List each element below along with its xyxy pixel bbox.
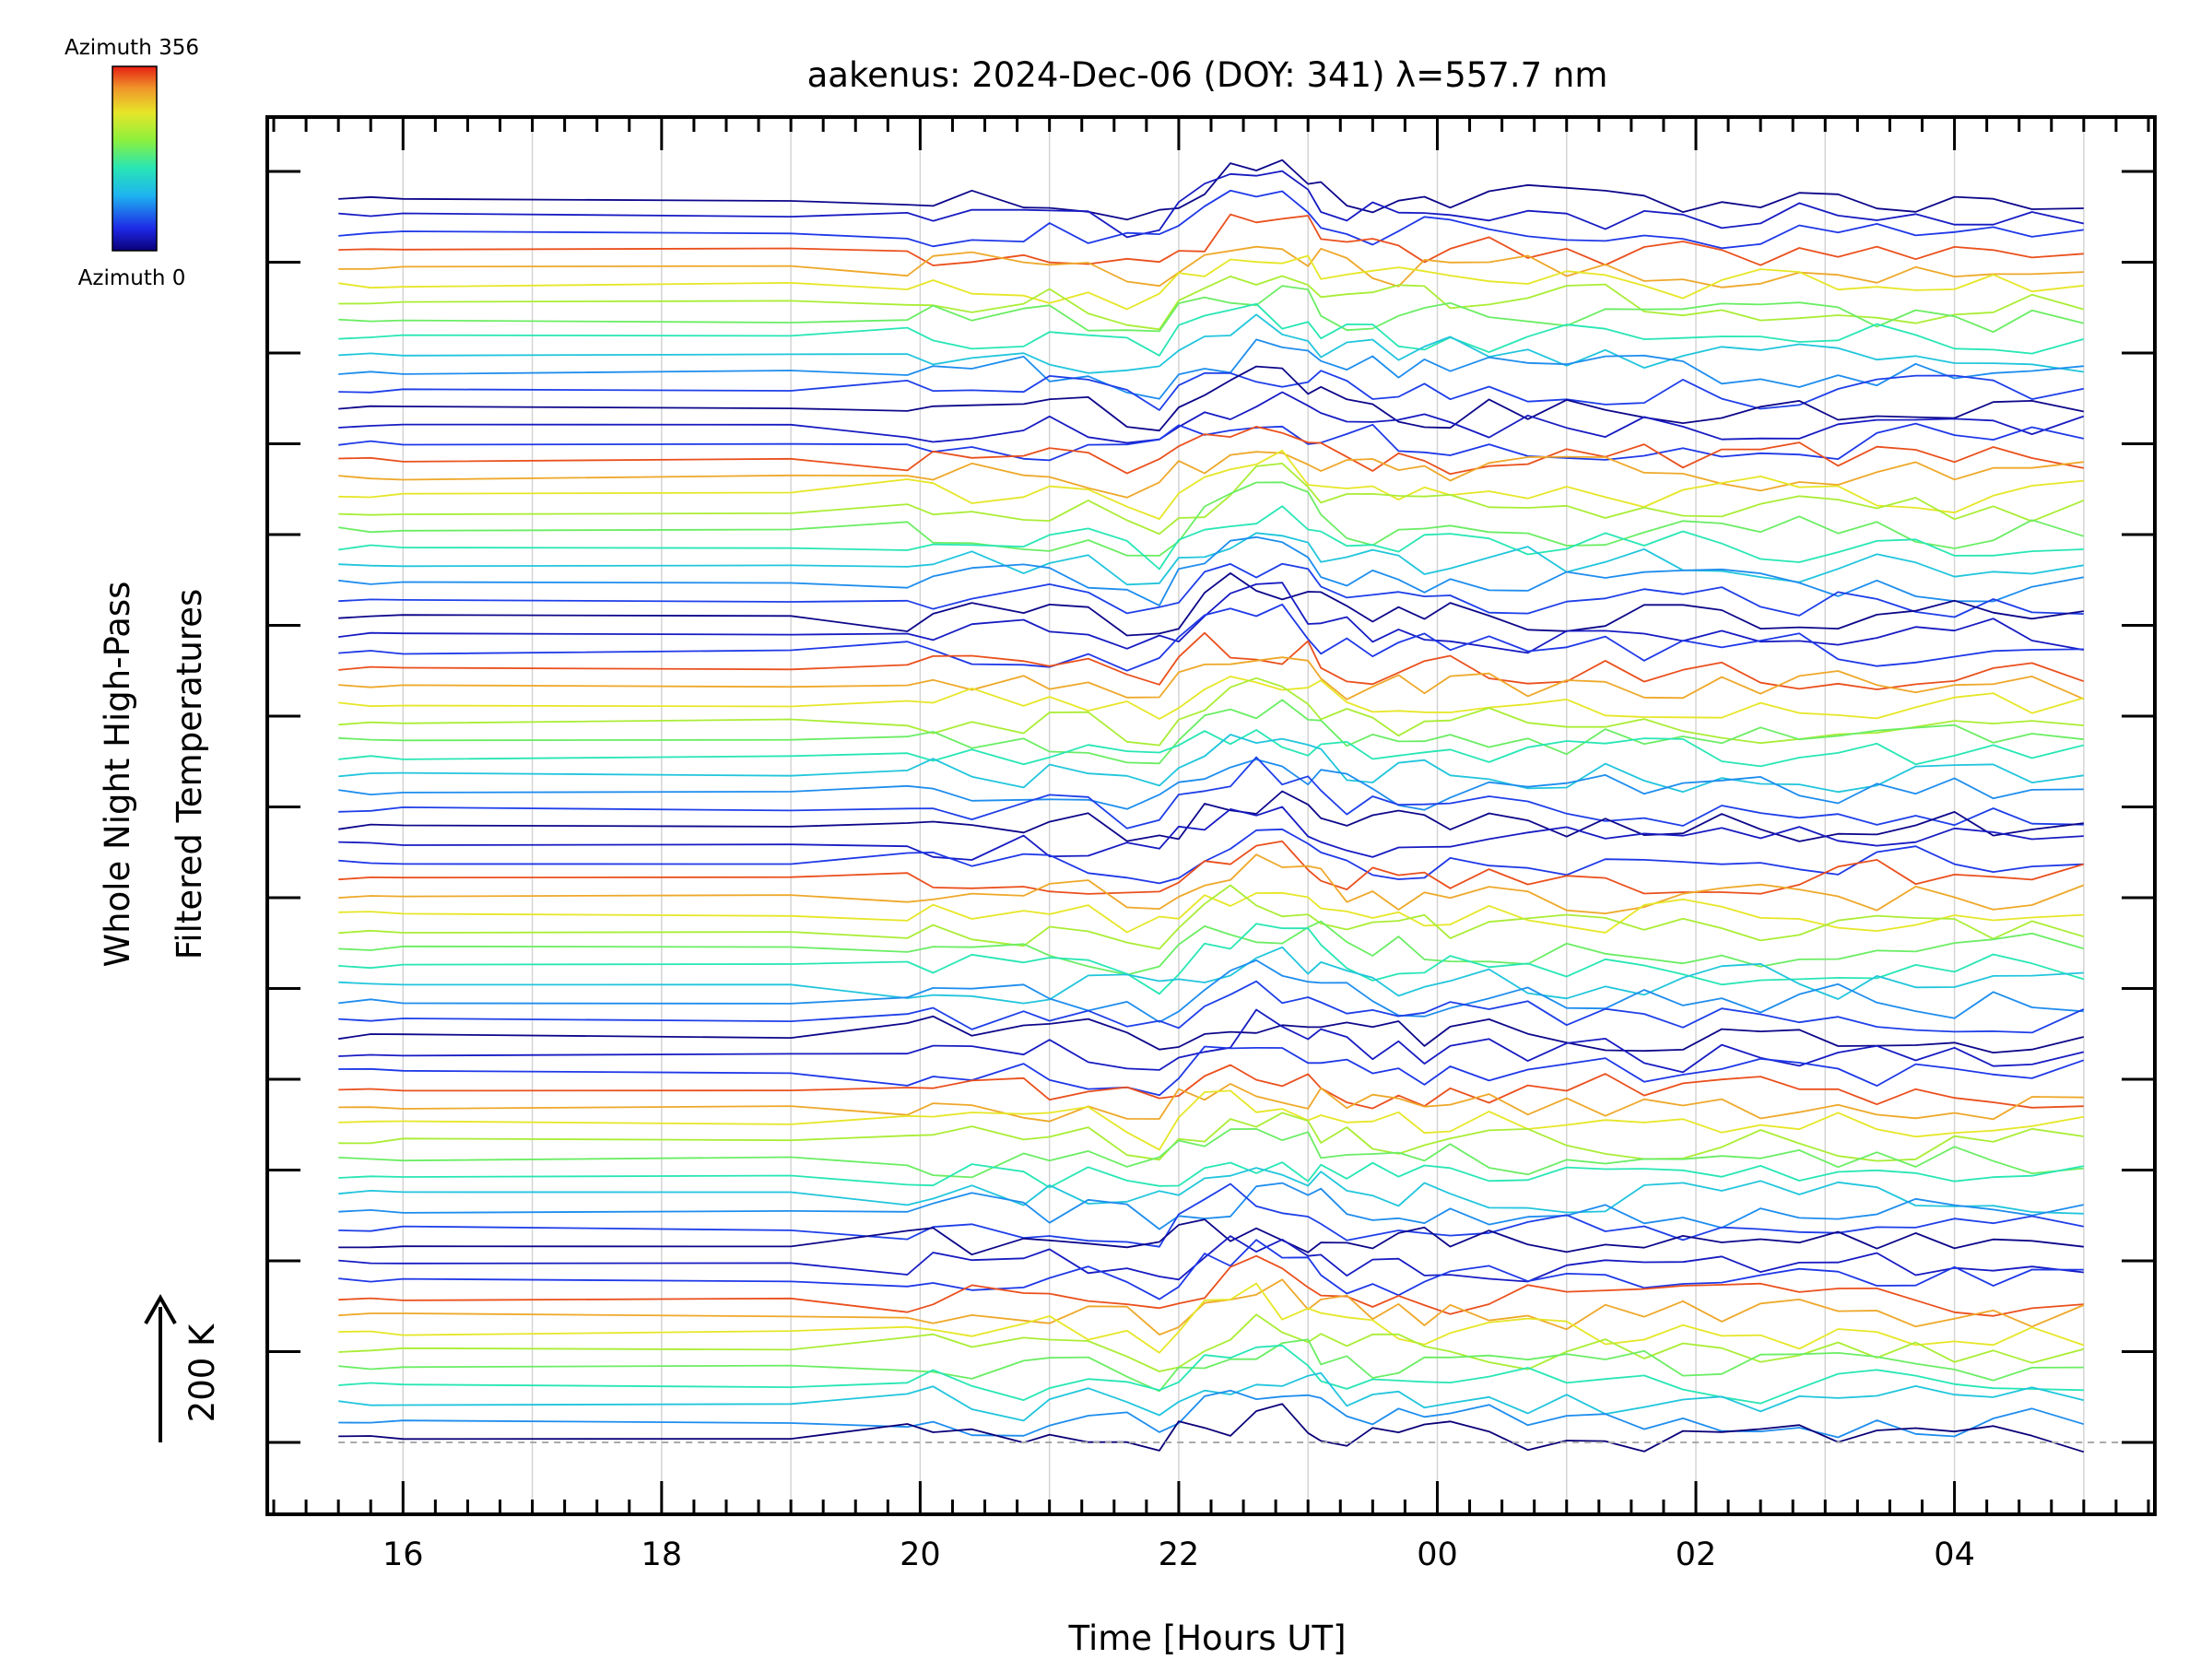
series-line: [338, 1015, 2085, 1053]
series-line: [338, 603, 2084, 672]
series-line: [338, 631, 2085, 690]
scale-indicator: 200 K: [144, 1293, 222, 1442]
x-tick-label: 22: [1159, 1536, 1200, 1573]
series-line: [338, 1254, 2084, 1317]
series-line: [338, 275, 2085, 331]
x-tick-label: 02: [1676, 1536, 1717, 1573]
series-line: [338, 1008, 2085, 1074]
series-line: [338, 1045, 2085, 1097]
series-line: [338, 1064, 2084, 1110]
series-line: [338, 159, 2084, 221]
series-line: [338, 1112, 2084, 1162]
x-tick-label: 20: [900, 1536, 941, 1573]
series-line: [338, 1338, 2084, 1393]
series-line: [338, 980, 2085, 1034]
series-line: [338, 699, 2084, 765]
series-line: [338, 1167, 2084, 1215]
series-line: [338, 656, 2085, 700]
series-line: [338, 1161, 2084, 1189]
series-line: [338, 884, 2085, 950]
series-line: [338, 759, 2084, 811]
series-line: [338, 1182, 2084, 1248]
series-line: [338, 891, 2084, 934]
series-line: [338, 449, 2084, 520]
y-axis-label-line2: Filtered Temperatures: [170, 589, 209, 959]
series-line: [338, 756, 2084, 830]
series-line: [338, 426, 2084, 476]
x-tick-labels: 16 18 20 22 00 02 04: [382, 1536, 1975, 1573]
temperature-traces: [338, 159, 2085, 1453]
colorbar-bottom-label: Azimuth 0: [78, 266, 186, 290]
series-line: [338, 582, 2084, 654]
series-line: [338, 959, 2084, 1023]
series-line: [338, 505, 2084, 571]
x-tick-label: 16: [382, 1536, 424, 1573]
x-axis-label: Time [Hours UT]: [1067, 1618, 1346, 1658]
series-line: [338, 170, 2084, 239]
series-line: [338, 254, 2084, 311]
series-line: [338, 1282, 2085, 1354]
series-line: [338, 370, 2084, 411]
series-line: [338, 946, 2084, 1005]
colorbar-top-label: Azimuth 356: [65, 36, 199, 60]
series-line: [338, 463, 2085, 535]
series-line: [338, 1278, 2085, 1335]
series-line: [338, 572, 2084, 637]
scale-arrow-head: [144, 1293, 177, 1324]
series-line: [338, 1089, 2084, 1151]
series-line: [338, 790, 2084, 842]
series-line: [338, 535, 2084, 606]
series-line: [338, 1182, 2084, 1230]
series-line: [338, 313, 2084, 374]
series-line: [338, 213, 2084, 266]
chart-title: aakenus: 2024-Dec-06 (DOY: 341) λ=557.7 …: [807, 55, 1608, 95]
series-line: [338, 1128, 2084, 1179]
series-line: [338, 302, 2085, 357]
series-line: [338, 676, 2085, 720]
series-line: [338, 1344, 2084, 1405]
series-line: [338, 189, 2084, 250]
x-tick-label: 18: [641, 1536, 683, 1573]
x-tick-label: 00: [1417, 1536, 1458, 1573]
series-line: [338, 1313, 2085, 1372]
series-line: [338, 920, 2085, 976]
series-line: [338, 806, 2084, 861]
series-line: [338, 840, 2085, 895]
x-tick-label: 04: [1934, 1536, 1975, 1573]
series-line: [338, 245, 2084, 288]
series-line: [338, 1235, 2084, 1283]
series-line: [338, 1083, 2084, 1123]
series-line: [338, 828, 2084, 885]
series-line: [338, 338, 2084, 400]
scale-label: 200 K: [182, 1323, 222, 1422]
series-line: [338, 1218, 2084, 1256]
series-line: [338, 391, 2085, 444]
series-line: [338, 451, 2084, 499]
series-line: [338, 1403, 2085, 1453]
series-line: [338, 422, 2084, 462]
series-line: [338, 285, 2085, 334]
axis-ticks: [267, 117, 2155, 1514]
series-line: [338, 562, 2084, 618]
series-line: [338, 365, 2084, 432]
series-line: [338, 1371, 2085, 1422]
colorbar: Azimuth 356 Azimuth 0: [65, 36, 199, 290]
colorbar-gradient: [112, 65, 158, 252]
series-line: [338, 532, 2084, 586]
series-line: [338, 729, 2085, 768]
series-line: [338, 853, 2085, 914]
y-axis-label-line1: Whole Night High-Pass: [98, 582, 137, 968]
series-line: [338, 677, 2084, 747]
